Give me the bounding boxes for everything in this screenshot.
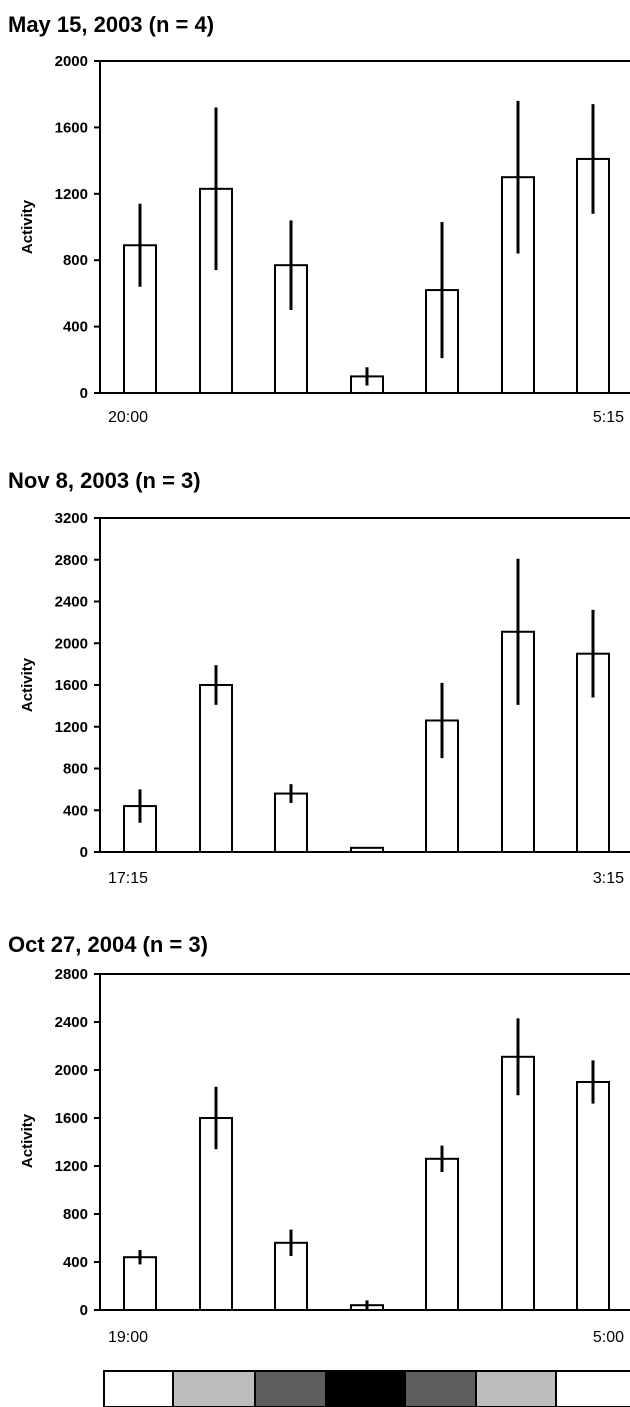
x-start-label: 19:00 — [108, 1329, 148, 1346]
y-tick-label: 800 — [63, 1206, 88, 1223]
x-start-label: 17:15 — [108, 870, 148, 887]
chart-title: Oct 27, 2004 (n = 3) — [8, 932, 208, 957]
y-tick-label: 2000 — [55, 1062, 88, 1079]
chart-title: May 15, 2003 (n = 4) — [8, 12, 214, 37]
y-tick-label: 0 — [80, 385, 88, 402]
y-tick-label: 1200 — [55, 186, 88, 203]
y-tick-label: 2000 — [55, 635, 88, 652]
bar — [576, 1081, 610, 1311]
y-tick-label: 1600 — [55, 1110, 88, 1127]
y-tick-label: 0 — [80, 844, 88, 861]
x-end-label: 5:00 — [593, 1329, 624, 1346]
chart-panel-nov-2003: Nov 8, 2003 (n = 3) Activity 17:15 3:15 … — [8, 468, 630, 887]
y-tick-label: 1200 — [55, 1158, 88, 1175]
x-start-label: 20:00 — [108, 409, 148, 426]
light-strip-segment — [555, 1370, 630, 1407]
y-tick-label: 2000 — [55, 53, 88, 70]
bar — [425, 1157, 459, 1312]
light-dark-strip — [103, 1370, 630, 1407]
y-tick-label: 800 — [63, 761, 88, 778]
light-strip-segment — [325, 1370, 406, 1407]
light-strip-segment — [172, 1370, 256, 1407]
light-strip-segment — [404, 1370, 477, 1407]
bar — [274, 792, 308, 853]
bar — [425, 719, 459, 853]
y-axis-title: Activity — [19, 657, 36, 712]
y-tick-label: 2400 — [55, 594, 88, 611]
y-tick-label: 1200 — [55, 719, 88, 736]
bar — [199, 1117, 233, 1311]
bar — [123, 1256, 157, 1311]
bar — [501, 630, 535, 853]
y-tick-label: 400 — [63, 1254, 88, 1271]
y-tick-label: 1600 — [55, 677, 88, 694]
y-tick-label: 2400 — [55, 1014, 88, 1031]
bar — [199, 684, 233, 853]
y-tick-label: 400 — [63, 319, 88, 336]
y-axis-title: Activity — [19, 1113, 36, 1168]
y-tick-label: 0 — [80, 1302, 88, 1319]
y-tick-label: 2800 — [55, 552, 88, 569]
chart-panel-oct-2004: Oct 27, 2004 (n = 3) Activity 19:00 5:00… — [8, 932, 630, 1346]
y-tick-label: 1600 — [55, 119, 88, 136]
y-tick-label: 800 — [63, 252, 88, 269]
chart-title: Nov 8, 2003 (n = 3) — [8, 468, 201, 493]
y-tick-label: 400 — [63, 802, 88, 819]
light-strip-segment — [254, 1370, 327, 1407]
y-tick-label: 3200 — [55, 510, 88, 527]
y-tick-label: 2800 — [55, 966, 88, 983]
x-end-label: 3:15 — [593, 870, 624, 887]
chart-panel-may-2003: May 15, 2003 (n = 4) Activity 20:00 5:15… — [8, 12, 630, 426]
light-strip-segment — [475, 1370, 557, 1407]
x-end-label: 5:15 — [593, 409, 624, 426]
light-strip-segment — [103, 1370, 174, 1407]
y-axis-title: Activity — [19, 199, 36, 254]
